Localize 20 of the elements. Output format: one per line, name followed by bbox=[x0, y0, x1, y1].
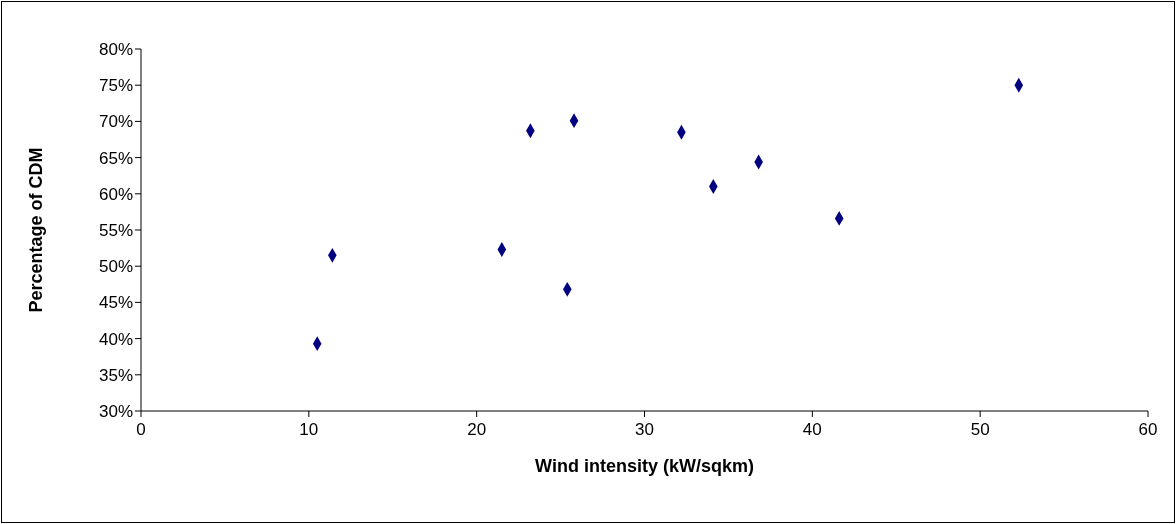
x-tick-label: 10 bbox=[299, 420, 319, 440]
y-tick-label: 45% bbox=[98, 293, 133, 313]
x-tick-label: 30 bbox=[635, 420, 654, 440]
x-tick-label: 0 bbox=[136, 420, 146, 440]
y-tick-label: 55% bbox=[98, 221, 133, 241]
y-tick-label: 75% bbox=[98, 76, 133, 96]
y-tick-label: 35% bbox=[98, 365, 133, 385]
y-tick-label: 50% bbox=[98, 257, 133, 277]
y-axis-title: Percentage of CDM bbox=[26, 147, 47, 313]
y-tick-label: 30% bbox=[98, 402, 133, 422]
x-tick-label: 50 bbox=[970, 420, 990, 440]
x-tick-label: 20 bbox=[467, 420, 487, 440]
y-tick-label: 65% bbox=[98, 148, 133, 168]
y-tick-label: 40% bbox=[98, 329, 133, 349]
y-tick-label: 80% bbox=[98, 40, 133, 60]
x-axis-title: Wind intensity (kW/sqkm) bbox=[535, 455, 754, 476]
x-tick-label: 60 bbox=[1138, 420, 1158, 440]
x-tick-label: 40 bbox=[802, 420, 822, 440]
y-tick-label: 60% bbox=[98, 184, 133, 204]
y-tick-label: 70% bbox=[98, 112, 133, 132]
